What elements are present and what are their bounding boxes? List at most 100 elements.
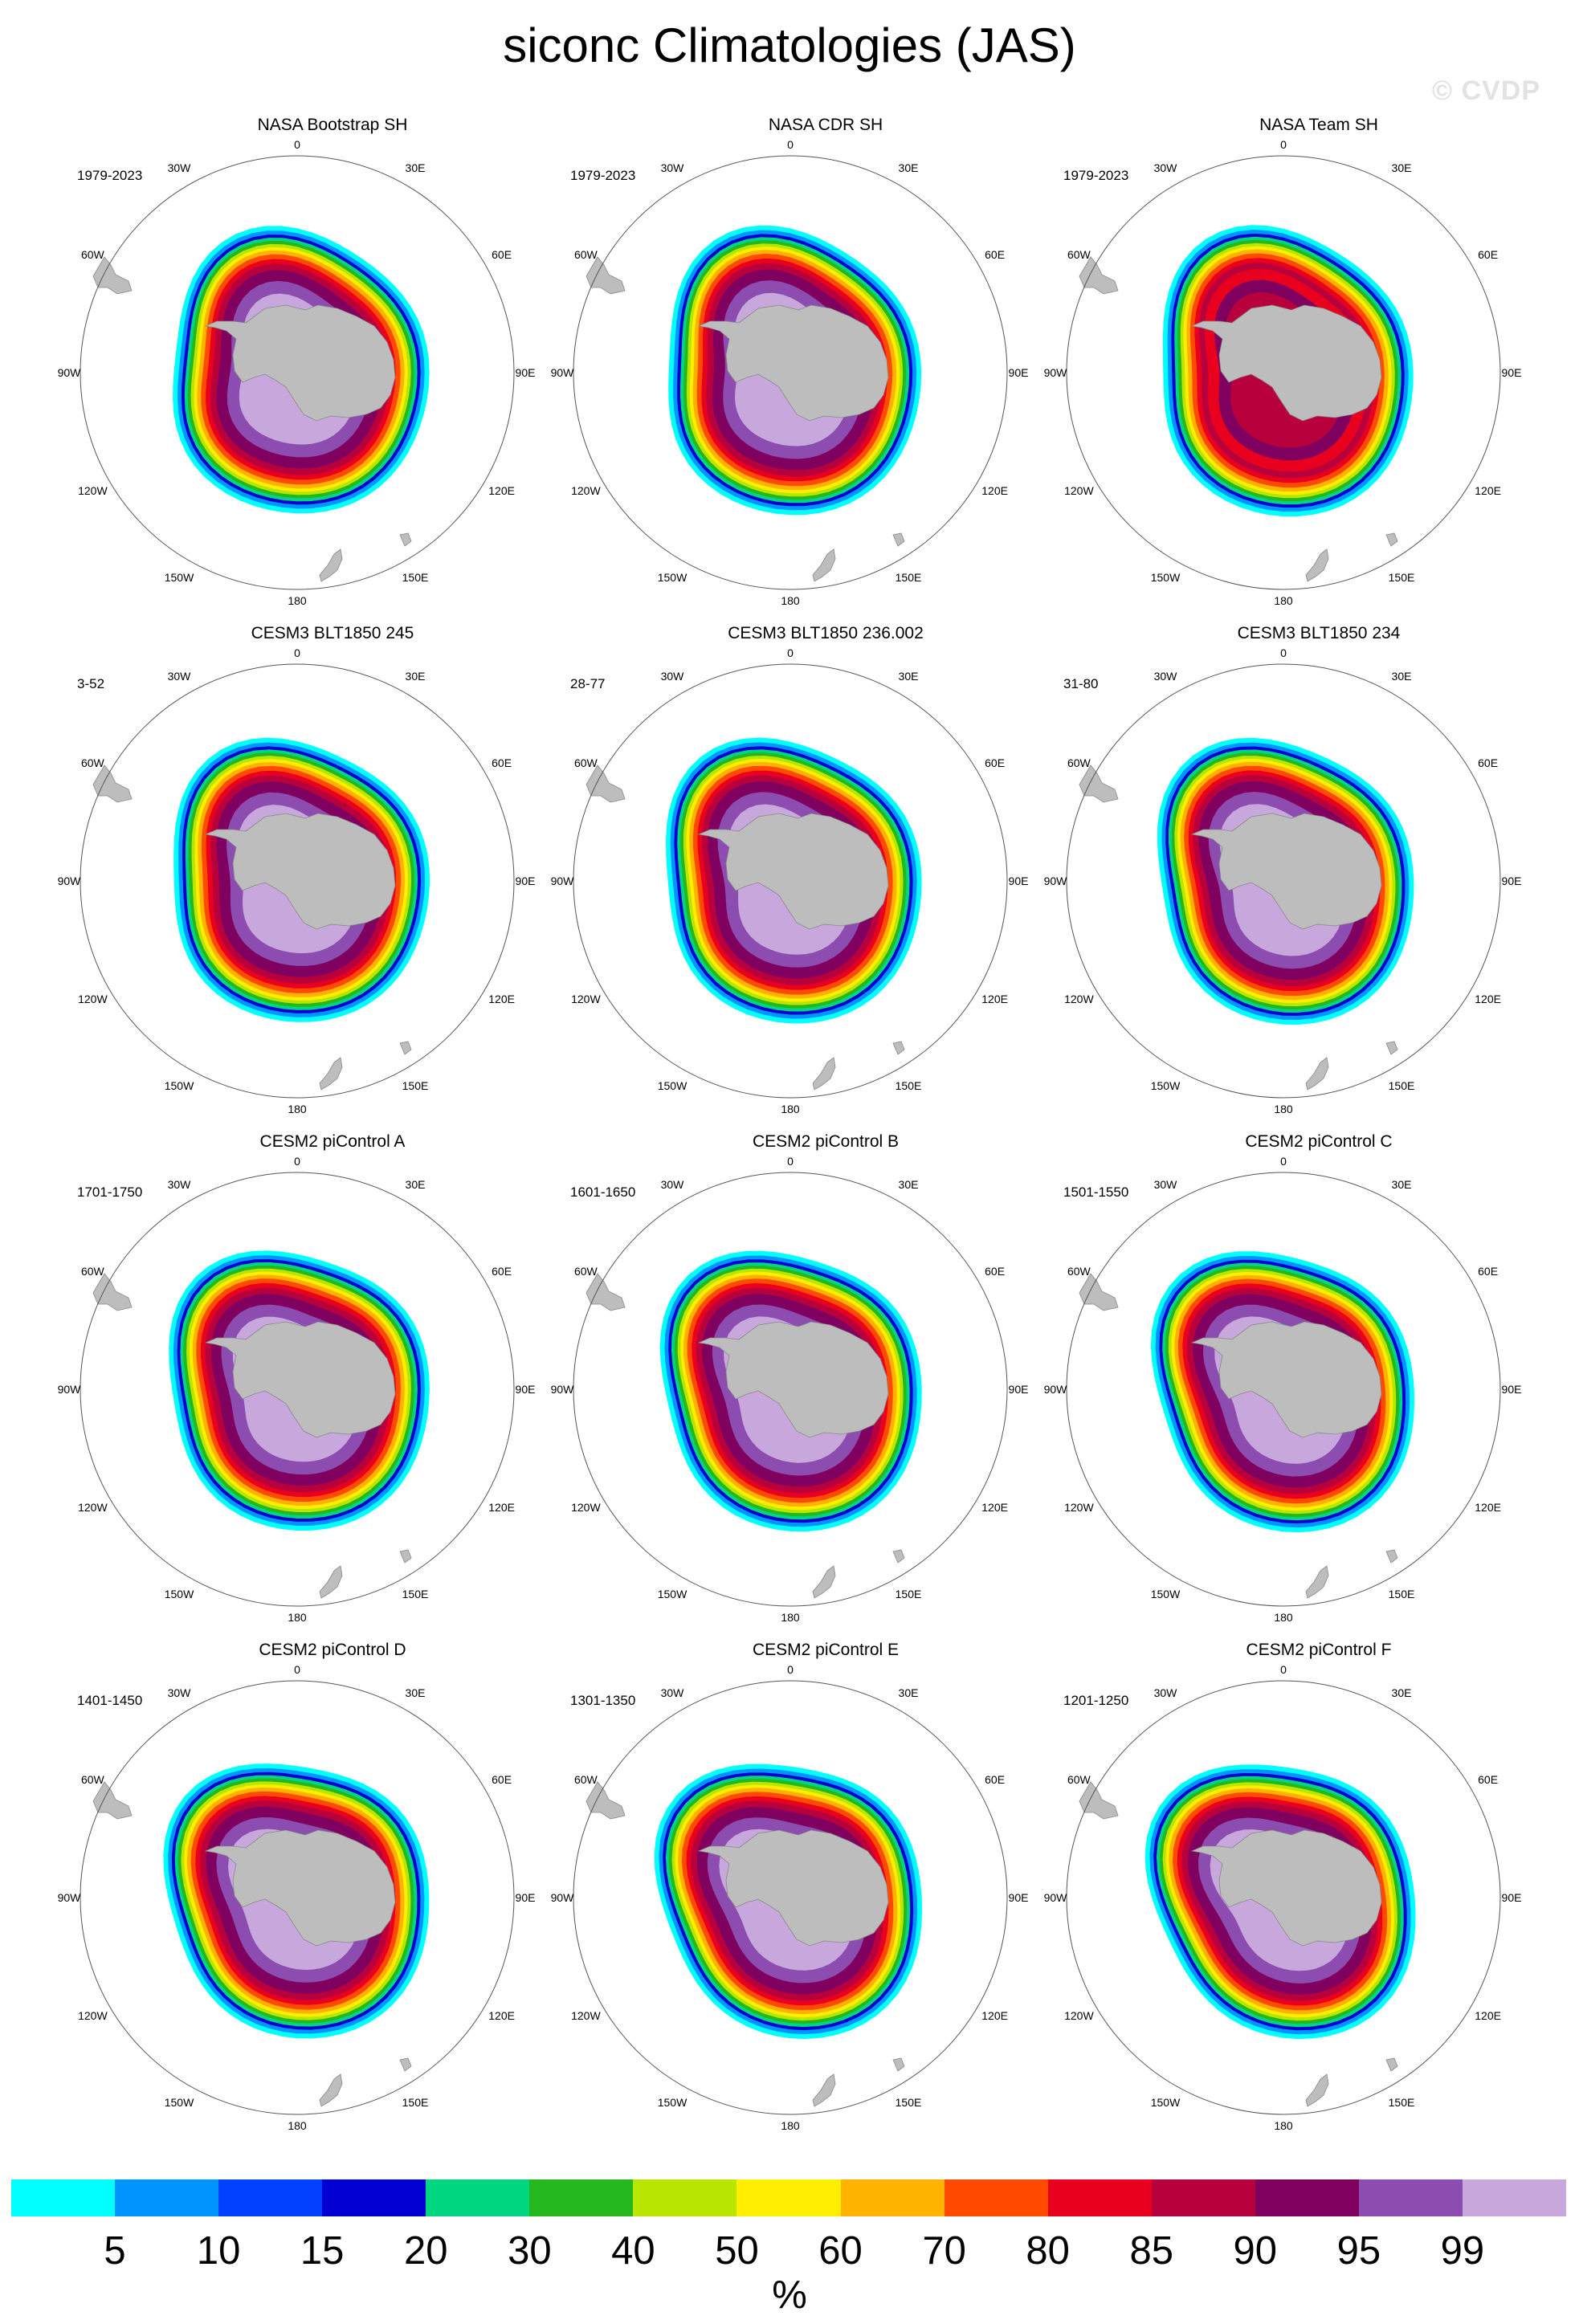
longitude-label: 150W: [657, 1587, 687, 1600]
longitude-label: 0: [1280, 646, 1287, 659]
longitude-label: 120E: [1475, 993, 1501, 1005]
longitude-label: 180: [1274, 2119, 1293, 2132]
longitude-label: 90E: [1008, 1891, 1029, 1904]
map-panel: CESM3 BLT1850 234 31-80 0 30E 60E 90E 120E 150E…: [1044, 624, 1576, 1131]
map-boundary: [1066, 663, 1501, 1099]
antarctica-landmass: [204, 813, 396, 930]
longitude-label: 180: [288, 594, 307, 607]
panel-title: CESM2 piControl B: [752, 1132, 900, 1151]
longitude-label: 150E: [895, 1078, 922, 1092]
south-america-landmass: [585, 256, 626, 295]
colorbar: [11, 2179, 1567, 2216]
longitude-label: 60W: [80, 248, 104, 261]
longitude-label: 30E: [405, 161, 426, 175]
longitude-label: 90W: [550, 1891, 574, 1904]
longitude-label: 120W: [571, 993, 601, 1005]
tasmania-landmass: [399, 1041, 412, 1055]
antarctica-landmass: [1190, 1829, 1382, 1947]
longitude-label: 120W: [1064, 993, 1094, 1005]
south-america-landmass: [92, 256, 133, 295]
new-zealand-landmass: [319, 2073, 343, 2107]
longitude-label: 120E: [981, 1501, 1008, 1514]
colorbar-tick-label: 60: [818, 2229, 863, 2273]
longitude-label: 90W: [550, 875, 574, 887]
polar-map: [80, 1680, 515, 2115]
antarctica-landmass: [1190, 813, 1382, 930]
colorbar-swatch: [529, 2179, 634, 2216]
longitude-label: 120E: [981, 484, 1008, 497]
polar-map: [573, 155, 1008, 590]
longitude-label: 0: [787, 1663, 794, 1676]
panel-title: CESM2 piControl A: [259, 1132, 406, 1151]
longitude-label: 180: [781, 1611, 800, 1624]
longitude-label: 60W: [1067, 1773, 1091, 1786]
longitude-label: 0: [787, 138, 794, 151]
longitude-label: 60W: [80, 1773, 104, 1786]
longitude-label: 30W: [1153, 670, 1177, 683]
map-panel: NASA Team SH 1979-2023 0 30E 60E 90E 120E 150E 1…: [1044, 116, 1576, 623]
longitude-label: 150E: [402, 1587, 429, 1600]
longitude-label: 90W: [550, 1383, 574, 1396]
longitude-label: 150E: [402, 2095, 429, 2109]
tasmania-landmass: [399, 532, 412, 547]
tasmania-landmass: [1385, 1549, 1398, 1564]
longitude-label: 60W: [573, 756, 598, 769]
new-zealand-landmass: [1305, 1565, 1329, 1599]
longitude-label: 90E: [1501, 1383, 1522, 1396]
colorbar-swatch: [218, 2179, 323, 2216]
panel-title: CESM2 piControl F: [1246, 1641, 1392, 1659]
longitude-label: 120W: [1064, 1501, 1094, 1514]
longitude-label: 60E: [985, 1773, 1006, 1786]
polar-map: [573, 663, 1008, 1099]
panel-period: 31-80: [1063, 676, 1099, 691]
colorbar-units: %: [772, 2273, 807, 2317]
tasmania-landmass: [399, 2057, 412, 2072]
longitude-label: 0: [294, 646, 300, 659]
longitude-label: 30W: [660, 1178, 684, 1192]
longitude-label: 150W: [1150, 1078, 1181, 1092]
longitude-label: 60E: [1478, 1773, 1499, 1786]
polar-map: [573, 1680, 1008, 2115]
longitude-label: 150W: [164, 2095, 194, 2109]
longitude-label: 180: [781, 594, 800, 607]
longitude-label: 120E: [488, 484, 515, 497]
longitude-label: 150W: [1150, 570, 1181, 584]
longitude-label: 60E: [492, 756, 512, 769]
longitude-label: 30W: [660, 161, 684, 175]
antarctica-landmass: [204, 1829, 396, 1947]
longitude-label: 120E: [1475, 2009, 1501, 2022]
polar-map: [1066, 663, 1501, 1099]
longitude-label: 30E: [898, 1686, 919, 1700]
tasmania-landmass: [892, 1041, 905, 1055]
map-boundary: [1066, 1680, 1501, 2115]
longitude-label: 150E: [895, 570, 922, 584]
longitude-label: 60W: [1067, 248, 1091, 261]
longitude-label: 0: [294, 1663, 300, 1676]
longitude-label: 0: [787, 1155, 794, 1168]
map-boundary: [80, 663, 515, 1099]
longitude-label: 30E: [405, 670, 426, 683]
longitude-label: 150E: [1388, 1078, 1415, 1092]
tasmania-landmass: [1385, 1041, 1398, 1055]
longitude-label: 120W: [1064, 484, 1094, 497]
longitude-label: 150W: [657, 570, 687, 584]
panel-period: 3-52: [77, 676, 105, 691]
longitude-label: 0: [1280, 1663, 1287, 1676]
longitude-label: 180: [1274, 1103, 1293, 1115]
colorbar-tick-label: 10: [196, 2229, 241, 2273]
tasmania-landmass: [892, 2057, 905, 2072]
panel-title: NASA CDR SH: [768, 116, 883, 134]
map-panel: CESM2 piControl B 1601-1650 0 30E 60E 90E 120E…: [551, 1132, 1083, 1640]
panel-period: 1701-1750: [77, 1184, 143, 1200]
map-boundary: [1066, 155, 1501, 590]
longitude-label: 120W: [78, 2009, 108, 2022]
longitude-label: 30E: [405, 1178, 426, 1192]
map-panel: NASA CDR SH 1979-2023 0 30E 60E 90E 120E 150E 18…: [551, 116, 1083, 623]
new-zealand-landmass: [1305, 548, 1329, 582]
polar-map: [80, 663, 515, 1099]
panel-title: NASA Bootstrap SH: [257, 116, 408, 134]
longitude-label: 180: [781, 2119, 800, 2132]
longitude-label: 60E: [1478, 756, 1499, 769]
longitude-label: 30E: [1391, 670, 1412, 683]
longitude-label: 60E: [492, 1265, 512, 1278]
